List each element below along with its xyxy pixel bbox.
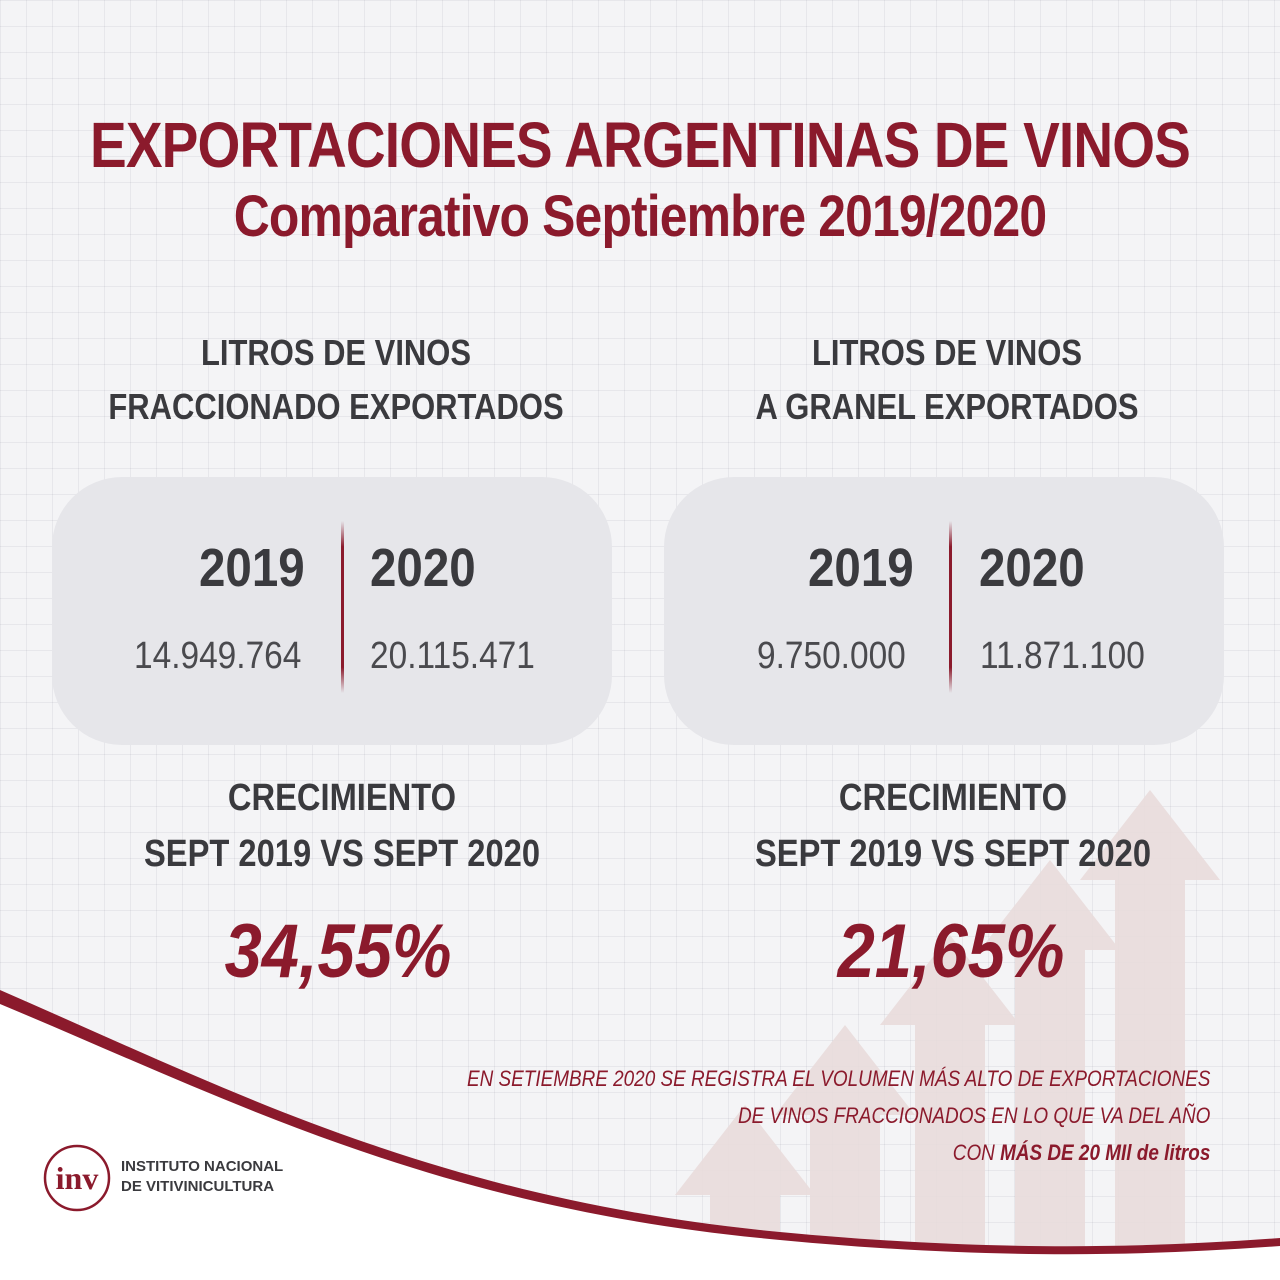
left-growth-line1: CRECIMIENTO — [227, 777, 457, 819]
granel-value-2020: 11.871.100 — [980, 635, 1145, 677]
left-heading-line2: FRACCIONADO EXPORTADOS — [108, 386, 564, 427]
right-growth-line2: SEPT 2019 VS SEPT 2020 — [754, 833, 1152, 875]
granel-panel: 2019 2020 9.750.000 11.871.100 — [664, 477, 1224, 745]
institute-name: INSTITUTO NACIONAL DE VITIVINICULTURA — [121, 1157, 283, 1197]
inv-logo: inv — [43, 1144, 111, 1212]
arrow-2 — [775, 1025, 915, 1280]
fraccionado-year-2019: 2019 — [199, 538, 305, 598]
fraccionado-value-2019: 14.949.764 — [134, 635, 302, 677]
granel-year-2019: 2019 — [808, 538, 914, 598]
footnote-line3: CON MÁS DE 20 MIl de litros — [467, 1134, 1210, 1171]
right-heading-line2: A GRANEL EXPORTADOS — [755, 386, 1139, 427]
fraccionado-growth-percent: 34,55% — [224, 909, 452, 994]
fraccionado-panel: 2019 2020 14.949.764 20.115.471 — [52, 477, 612, 745]
institute-name-line1: INSTITUTO NACIONAL — [121, 1158, 284, 1175]
right-growth-line1: CRECIMIENTO — [838, 777, 1068, 819]
granel-growth-percent: 21,65% — [837, 909, 1065, 994]
granel-value-2019: 9.750.000 — [757, 635, 906, 677]
page-title: EXPORTACIONES ARGENTINAS DE VINOS — [89, 109, 1191, 181]
page-subtitle: Comparativo Septiembre 2019/2020 — [233, 184, 1047, 249]
arrow-5 — [1080, 790, 1220, 1280]
footnote-line2: DE VINOS FRACCIONADOS EN LO QUE VA DEL A… — [737, 1103, 1210, 1128]
right-heading-line1: LITROS DE VINOS — [811, 332, 1083, 373]
footnote: EN SETIEMBRE 2020 SE REGISTRA EL VOLUMEN… — [467, 1060, 1210, 1171]
footnote-line3-prefix: CON — [952, 1140, 1000, 1165]
granel-year-2020: 2020 — [979, 538, 1085, 598]
right-growth-heading: CRECIMIENTO SEPT 2019 VS SEPT 2020 — [695, 770, 1211, 882]
arrow-3 — [880, 935, 1020, 1280]
arrow-4 — [980, 860, 1120, 1280]
left-column-heading: LITROS DE VINOS FRACCIONADO EXPORTADOS — [78, 326, 594, 434]
left-growth-heading: CRECIMIENTO SEPT 2019 VS SEPT 2020 — [84, 770, 600, 882]
institute-name-line2: DE VITIVINICULTURA — [121, 1178, 275, 1195]
right-column-heading: LITROS DE VINOS A GRANEL EXPORTADOS — [689, 326, 1205, 434]
logo-mark: inv — [56, 1160, 99, 1196]
footnote-line1: EN SETIEMBRE 2020 SE REGISTRA EL VOLUMEN… — [466, 1066, 1210, 1091]
left-heading-line1: LITROS DE VINOS — [200, 332, 472, 373]
left-growth-line2: SEPT 2019 VS SEPT 2020 — [143, 833, 541, 875]
panel-divider — [949, 521, 952, 693]
fraccionado-value-2020: 20.115.471 — [370, 635, 535, 677]
fraccionado-year-2020: 2020 — [370, 538, 476, 598]
footnote-highlight: MÁS DE 20 MIl de litros — [999, 1140, 1210, 1165]
panel-divider — [341, 521, 344, 693]
